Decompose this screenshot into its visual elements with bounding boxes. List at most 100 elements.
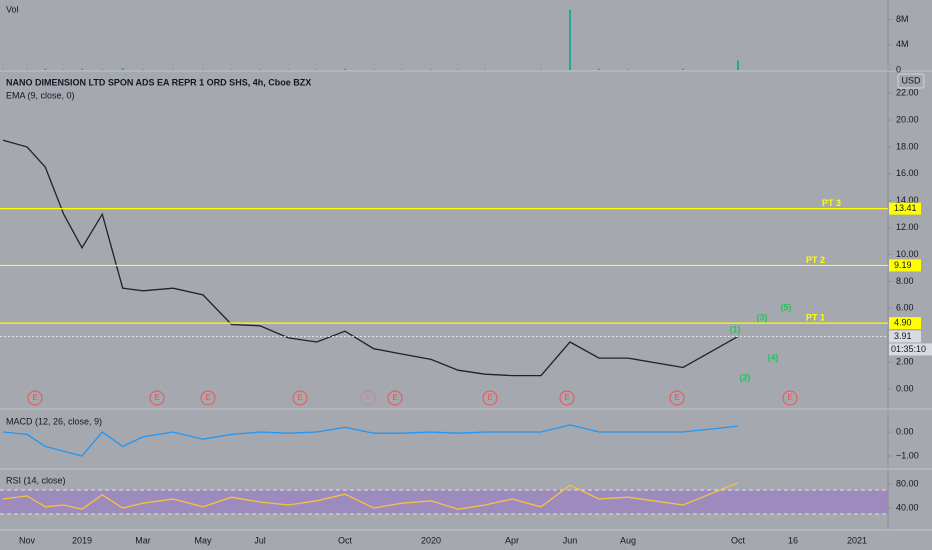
volume-bar (627, 69, 629, 70)
x-tick-label: Oct (731, 535, 746, 545)
volume-bar (2, 69, 4, 70)
series-line (2, 139, 739, 377)
volume-bar (121, 68, 124, 70)
x-tick-label: Jun (563, 535, 578, 545)
volume-bar (315, 69, 318, 70)
volume-bar (172, 69, 174, 70)
target-price-box (889, 202, 921, 215)
currency[interactable]: USD (901, 75, 921, 85)
target-label: PT 1 (806, 313, 825, 323)
earnings-icon (27, 390, 43, 406)
earnings-icon (292, 390, 308, 406)
y-tick-label: 80.00 (896, 478, 919, 488)
earnings-icon (482, 390, 498, 406)
earnings-label: E (487, 393, 492, 402)
countdown-box (889, 343, 932, 356)
countdown: 01:35:10 (891, 344, 926, 354)
y-tick-label: 6.00 (896, 303, 914, 313)
y-tick-label: 22.00 (896, 87, 919, 97)
volume-bar (540, 69, 542, 70)
volume-bar (259, 69, 261, 70)
macd-title: MACD (12, 26, close, 9) (6, 416, 102, 426)
wave-label: (4) (768, 352, 779, 362)
x-tick-label: 2020 (421, 535, 441, 545)
earnings-label: E (365, 393, 370, 402)
volume-bar (44, 68, 47, 70)
earnings-icon (669, 390, 685, 406)
volume-bar (430, 69, 432, 70)
y-tick-label: 0.00 (896, 383, 914, 393)
x-tick-label: 16 (788, 535, 798, 545)
earnings-icon (559, 390, 575, 406)
volume-bar (81, 68, 83, 70)
currency-button[interactable] (897, 73, 925, 89)
x-tick-label: Jul (254, 535, 266, 545)
volume-bar (598, 68, 600, 70)
y-tick-label: 10.00 (896, 249, 919, 259)
y-tick-label: 20.00 (896, 114, 919, 124)
volume-bar (372, 69, 375, 70)
x-tick-label: Nov (19, 535, 36, 545)
rsi-title: RSI (14, close) (6, 475, 66, 485)
series-line (2, 424, 739, 457)
x-tick-label: Oct (338, 535, 353, 545)
target-label: PT 2 (806, 255, 825, 265)
target-label: PT 3 (822, 198, 841, 208)
current-price-label: 3.91 (894, 331, 912, 341)
x-tick-label: Apr (505, 535, 519, 545)
earnings-icon (387, 390, 403, 406)
rsi-band (0, 489, 888, 514)
x-tick-label: 2021 (847, 535, 867, 545)
x-tick-label: 2019 (72, 535, 92, 545)
target-price: 9.19 (894, 260, 912, 270)
vol-title: Vol (6, 4, 19, 14)
y-tick-label: 14.00 (896, 195, 919, 205)
y-tick-label: 8.00 (896, 276, 914, 286)
earnings-icon (200, 390, 216, 406)
earnings-label: E (297, 393, 302, 402)
earnings-label: E (154, 393, 159, 402)
y-tick-label: −1.00 (896, 450, 919, 460)
current-price-box (889, 330, 921, 343)
y-tick-label: 0.00 (896, 426, 914, 436)
y-tick-label: 0 (896, 64, 901, 74)
target-price: 13.41 (894, 203, 917, 213)
y-tick-label: 18.00 (896, 141, 919, 151)
wave-label: (5) (781, 302, 792, 312)
earnings-label: E (674, 393, 679, 402)
wave-label: (2) (740, 372, 751, 382)
volume-bar (26, 69, 28, 70)
x-tick-label: May (194, 535, 212, 545)
wave-label: (1) (730, 324, 741, 334)
y-tick-label: 2.00 (896, 357, 914, 367)
earnings-label: E (32, 393, 37, 402)
volume-bar (682, 68, 684, 70)
volume-bar (457, 69, 459, 70)
volume-bar (142, 69, 144, 70)
earnings-label: E (787, 393, 792, 402)
price-subtitle: EMA (9, close, 0) (6, 90, 75, 100)
target-price: 4.90 (894, 318, 912, 328)
earnings-icon (360, 390, 376, 406)
volume-bar (484, 69, 486, 70)
earnings-icon (782, 390, 798, 406)
volume-bar (230, 69, 233, 70)
volume-bar (62, 69, 65, 70)
earnings-label: E (392, 393, 397, 402)
volume-bar (401, 69, 404, 70)
target-price-box (889, 259, 921, 272)
volume-bar (202, 69, 204, 70)
earnings-icon (149, 390, 165, 406)
volume-bar (101, 69, 104, 70)
y-tick-label: 40.00 (896, 502, 919, 512)
volume-bar (737, 60, 739, 70)
earnings-label: E (564, 393, 569, 402)
price-title: NANO DIMENSION LTD SPON ADS EA REPR 1 OR… (6, 77, 311, 87)
y-tick-label: 12.00 (896, 222, 919, 232)
y-tick-label: 8M (896, 14, 909, 24)
volume-bar (344, 68, 346, 70)
y-tick-label: 4M (896, 39, 909, 49)
volume-bar (511, 69, 513, 70)
